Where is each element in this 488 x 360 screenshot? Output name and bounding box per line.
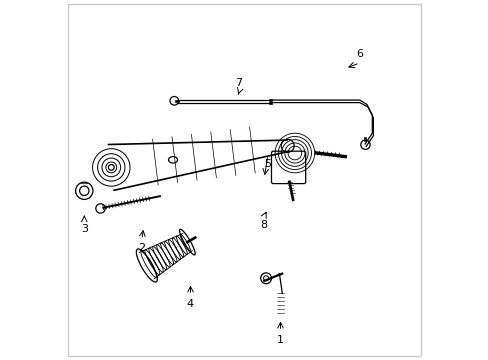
Text: 1: 1 <box>276 335 284 345</box>
Text: 5: 5 <box>264 159 271 169</box>
Text: 2: 2 <box>138 243 145 253</box>
Text: 8: 8 <box>260 220 267 230</box>
Text: 7: 7 <box>235 78 242 88</box>
Text: 6: 6 <box>355 49 363 59</box>
Text: 4: 4 <box>186 299 194 309</box>
Text: 3: 3 <box>81 224 88 234</box>
